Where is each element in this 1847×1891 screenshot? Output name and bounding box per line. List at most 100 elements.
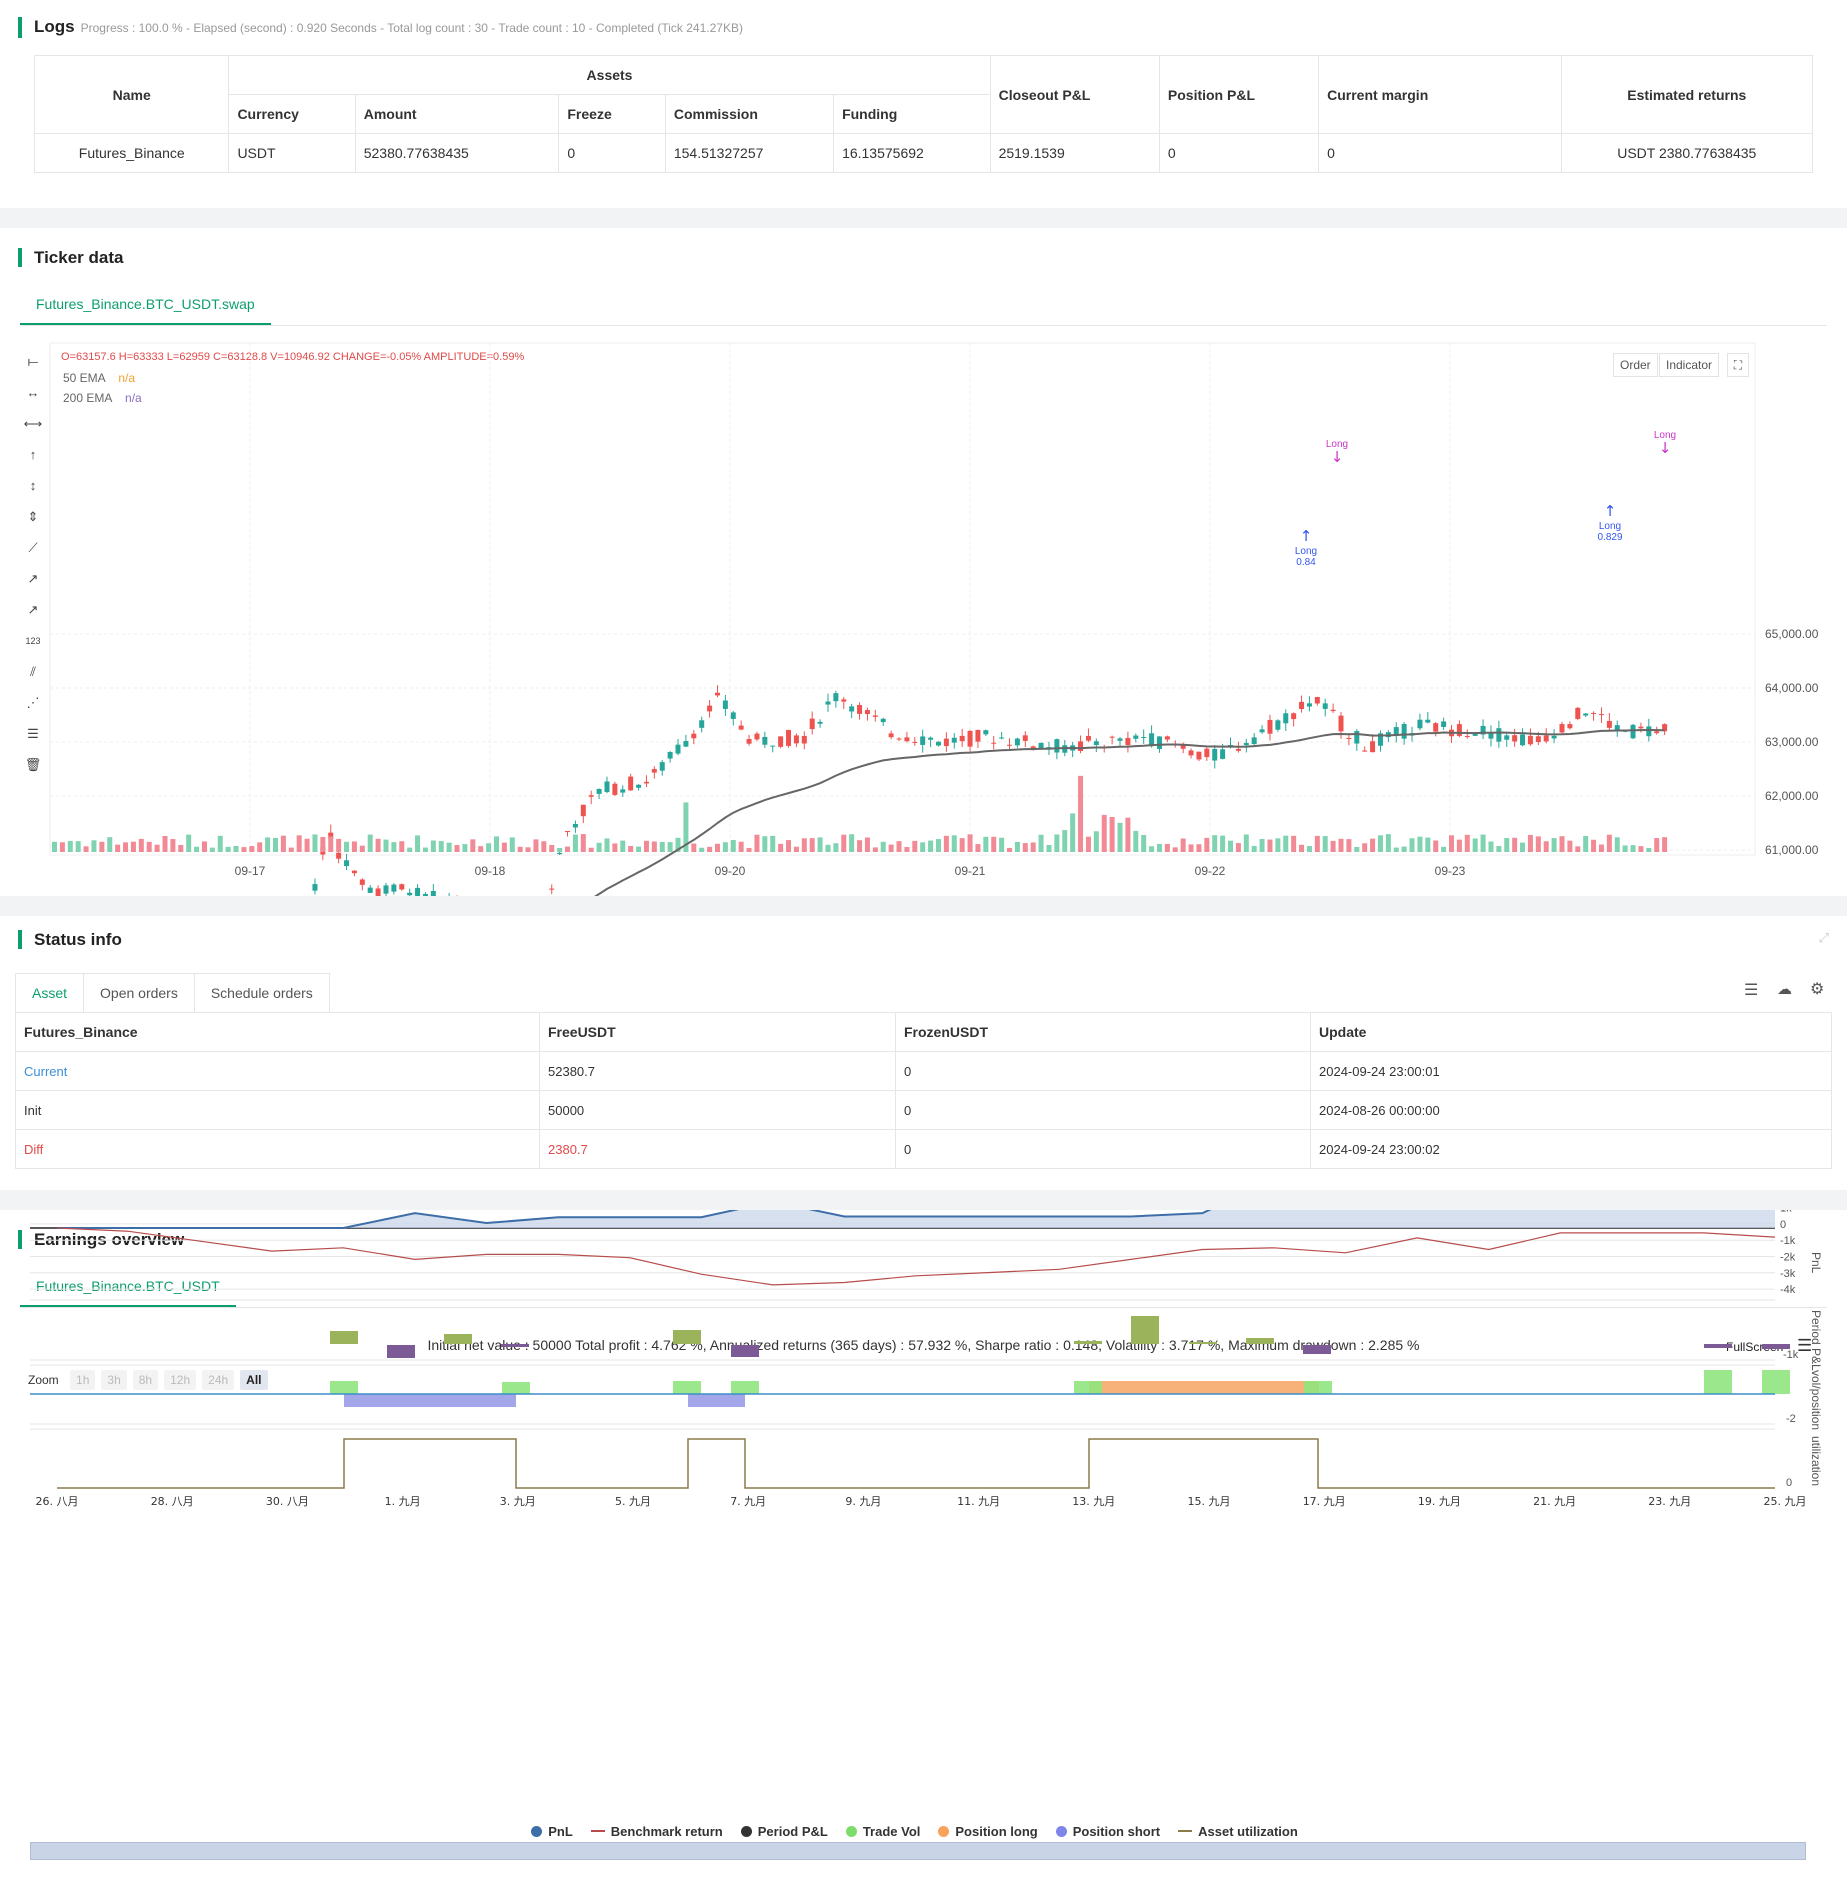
volume-bar xyxy=(186,834,192,852)
legend-item[interactable]: Position long xyxy=(938,1824,1038,1839)
price-label-icon[interactable]: 123 xyxy=(25,636,41,646)
volume-bar xyxy=(809,838,815,852)
volume-bar xyxy=(1393,847,1399,852)
vertical-line-icon[interactable]: ⇕ xyxy=(27,509,39,524)
legend-item[interactable]: Period P&L xyxy=(740,1824,828,1839)
candlestick-chart[interactable]: 65,000.00 64,000.00 63,000.00 62,000.00 61,0… xyxy=(0,228,1847,896)
fib-retracement-icon[interactable]: ☰ xyxy=(27,726,39,741)
logs-table: Name Assets Closeout P&L Position P&L Cu… xyxy=(33,55,1814,173)
volume-bar xyxy=(659,841,665,852)
volume-bar xyxy=(1630,845,1636,852)
candle-body xyxy=(344,860,350,867)
menu-icon[interactable]: ☰ xyxy=(1744,982,1759,999)
tab-schedule-orders[interactable]: Schedule orders xyxy=(193,973,330,1012)
candle-body xyxy=(1299,701,1305,709)
legend-item[interactable]: Asset utilization xyxy=(1178,1824,1298,1839)
vertical-segment-icon[interactable]: ↕ xyxy=(29,478,37,493)
trade-vol-bar xyxy=(1304,1381,1332,1394)
vol-axis-label: vol/position xyxy=(1809,1370,1823,1430)
position-short-bar xyxy=(344,1394,516,1407)
volume-bar xyxy=(612,843,618,852)
zoom-all[interactable]: All xyxy=(240,1370,268,1390)
candle-body xyxy=(880,718,886,723)
volume-bar xyxy=(1014,841,1020,852)
vertical-ray-icon[interactable]: ↑ xyxy=(29,447,37,462)
volume-bar xyxy=(225,846,231,852)
volume-bar xyxy=(501,842,507,852)
zoom-8h[interactable]: 8h xyxy=(132,1370,159,1390)
volume-bar xyxy=(154,844,160,852)
cloud-download-icon[interactable]: ☁ xyxy=(1777,981,1792,998)
candle-body xyxy=(1054,739,1060,753)
navigator-scrollbar[interactable] xyxy=(30,1842,1806,1860)
indicator-button[interactable]: Indicator xyxy=(1659,353,1720,377)
candle-body xyxy=(738,725,744,730)
col-freeze: Freeze xyxy=(558,94,666,134)
volume-bar xyxy=(375,838,381,852)
zoom-3h[interactable]: 3h xyxy=(101,1370,127,1390)
zoom-1h[interactable]: 1h xyxy=(70,1370,96,1390)
legend-item[interactable]: Benchmark return xyxy=(590,1824,723,1839)
candle-body xyxy=(1496,728,1502,742)
candle-body xyxy=(1583,713,1589,716)
order-button[interactable]: Order xyxy=(1613,353,1658,377)
volume-bar xyxy=(738,841,744,852)
volume-bar xyxy=(146,841,152,852)
fullscreen-button[interactable]: FullScreen xyxy=(1726,1340,1784,1354)
zoom-24h[interactable]: 24h xyxy=(202,1370,235,1390)
horizontal-line-icon[interactable]: ↔ xyxy=(26,385,40,400)
candle-body xyxy=(722,700,728,709)
fullscreen-icon[interactable]: ⛶ xyxy=(1727,353,1749,377)
volume-bar xyxy=(770,835,776,852)
volume-bar xyxy=(52,841,57,852)
ema50-legend: 50 EMA n/a xyxy=(63,371,135,385)
candle-body xyxy=(1567,724,1573,729)
volume-bar xyxy=(1370,838,1376,852)
volume-bar xyxy=(580,834,586,852)
tab-asset[interactable]: Asset xyxy=(15,973,85,1012)
volume-bar xyxy=(1409,838,1415,852)
candle-body xyxy=(572,823,578,828)
parallel-channel-icon[interactable]: ⫽ xyxy=(30,664,36,679)
extended-line-icon[interactable]: ⟷ xyxy=(23,416,43,431)
signal-value: 0.829 xyxy=(1597,532,1622,543)
col-closeout: Closeout P&L xyxy=(989,55,1160,134)
volume-bar xyxy=(1520,842,1526,852)
chart-menu-icon[interactable]: ☰ xyxy=(1797,1336,1813,1355)
tab-ticker-symbol[interactable]: Futures_Binance.BTC_USDT.swap xyxy=(20,285,271,325)
volume-bar xyxy=(91,840,97,852)
ray-line-icon[interactable]: ↗ xyxy=(27,571,39,586)
candle-body xyxy=(1441,721,1447,727)
trend-line-icon[interactable]: ⟋ xyxy=(28,540,38,555)
candle-body xyxy=(833,693,839,702)
volume-bar xyxy=(123,842,129,852)
candle-body xyxy=(857,705,863,714)
candle-body xyxy=(1314,696,1320,704)
volume-bar xyxy=(1527,834,1533,852)
legend-item[interactable]: PnL xyxy=(531,1824,573,1839)
trash-icon[interactable]: 🗑 xyxy=(24,757,42,772)
candle-body xyxy=(1085,735,1091,741)
candle-body xyxy=(1125,737,1131,745)
legend-marker xyxy=(531,1826,543,1837)
arrow-line-icon[interactable]: ↗ xyxy=(27,602,39,617)
row-label-current[interactable]: Current xyxy=(15,1051,540,1091)
zoom-12h[interactable]: 12h xyxy=(164,1370,197,1390)
expand-icon[interactable]: ⤢ xyxy=(1818,930,1829,945)
fib-lines-icon[interactable]: ⋰ xyxy=(26,695,40,710)
volume-bar xyxy=(943,835,949,852)
cell-update: 2024-08-26 00:00:00 xyxy=(1310,1090,1832,1130)
gear-icon[interactable]: ⚙ xyxy=(1810,981,1825,998)
legend-item[interactable]: Trade Vol xyxy=(845,1824,920,1839)
candle-body xyxy=(415,887,421,896)
tab-open-orders[interactable]: Open orders xyxy=(83,973,195,1012)
legend-item[interactable]: Position short xyxy=(1055,1824,1160,1839)
volume-bar xyxy=(336,838,342,852)
y-tick-label: 62,000.00 xyxy=(1765,789,1819,803)
candle-body xyxy=(746,739,752,744)
period-tick-label: -1k xyxy=(1783,1349,1799,1361)
horizontal-ray-icon[interactable]: ⟝ xyxy=(27,354,39,369)
volume-bar xyxy=(257,842,263,852)
candle-body xyxy=(809,718,815,730)
